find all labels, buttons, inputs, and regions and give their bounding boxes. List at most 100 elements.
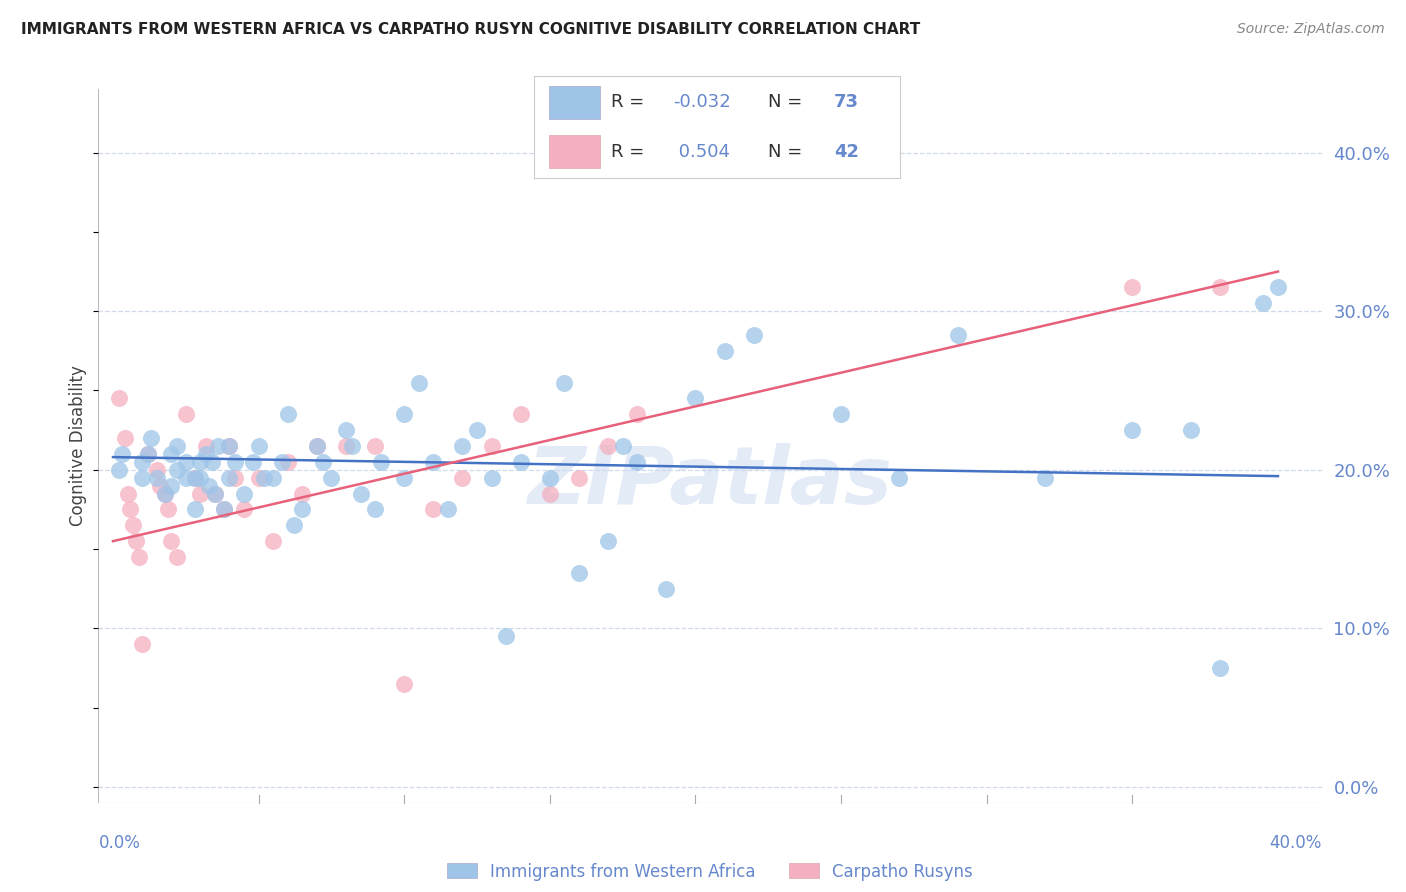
Bar — [548, 136, 600, 168]
Point — [277, 407, 299, 421]
Point — [233, 502, 256, 516]
Point — [183, 471, 205, 485]
Point — [291, 486, 314, 500]
Point — [198, 478, 221, 492]
Point — [946, 328, 969, 343]
Point — [201, 455, 224, 469]
Point — [481, 439, 503, 453]
Point — [218, 439, 240, 453]
Point — [437, 502, 460, 516]
Point — [509, 455, 531, 469]
Point — [305, 439, 328, 453]
Point — [183, 502, 205, 516]
Point — [394, 677, 416, 691]
Point — [422, 502, 444, 516]
Point — [394, 471, 416, 485]
Point — [340, 439, 363, 453]
Point — [195, 439, 218, 453]
Point — [125, 534, 148, 549]
Point — [1180, 423, 1202, 437]
Point — [108, 463, 131, 477]
Point — [160, 478, 183, 492]
Point — [538, 471, 561, 485]
Point — [262, 534, 284, 549]
Point — [1253, 296, 1275, 310]
Point — [160, 447, 183, 461]
Point — [612, 439, 634, 453]
Point — [212, 502, 235, 516]
Point — [218, 471, 240, 485]
Text: Source: ZipAtlas.com: Source: ZipAtlas.com — [1237, 22, 1385, 37]
Point — [451, 439, 474, 453]
Point — [370, 455, 392, 469]
Point — [422, 455, 444, 469]
Point — [481, 471, 503, 485]
Point — [1121, 280, 1143, 294]
Point — [207, 439, 229, 453]
Text: IMMIGRANTS FROM WESTERN AFRICA VS CARPATHO RUSYN COGNITIVE DISABILITY CORRELATIO: IMMIGRANTS FROM WESTERN AFRICA VS CARPAT… — [21, 22, 921, 37]
Point — [174, 455, 197, 469]
Point — [242, 455, 264, 469]
Point — [451, 471, 474, 485]
Point — [157, 502, 180, 516]
Point — [145, 463, 167, 477]
Point — [394, 407, 416, 421]
Point — [166, 549, 188, 564]
Point — [262, 471, 284, 485]
Point — [188, 471, 212, 485]
Point — [120, 502, 142, 516]
Point — [183, 471, 205, 485]
Text: -0.032: -0.032 — [673, 94, 731, 112]
Point — [131, 455, 153, 469]
Y-axis label: Cognitive Disability: Cognitive Disability — [69, 366, 87, 526]
Point — [1121, 423, 1143, 437]
Point — [224, 471, 246, 485]
Point — [1033, 471, 1056, 485]
Point — [568, 471, 591, 485]
Point — [335, 423, 357, 437]
Point — [117, 486, 139, 500]
Point — [291, 502, 314, 516]
Text: 42: 42 — [834, 143, 859, 161]
Text: 0.504: 0.504 — [673, 143, 730, 161]
Point — [233, 486, 256, 500]
Text: 73: 73 — [834, 94, 859, 112]
Text: 0.0%: 0.0% — [98, 834, 141, 852]
Text: R =: R = — [612, 94, 644, 112]
Point — [553, 376, 575, 390]
Point — [166, 463, 188, 477]
Point — [598, 534, 620, 549]
Text: N =: N = — [768, 94, 803, 112]
Point — [188, 455, 212, 469]
Point — [364, 439, 387, 453]
Point — [626, 455, 648, 469]
Point — [149, 478, 172, 492]
Point — [204, 486, 226, 500]
Point — [136, 447, 159, 461]
Bar — [548, 87, 600, 119]
Point — [253, 471, 276, 485]
Point — [830, 407, 852, 421]
Point — [305, 439, 328, 453]
Point — [247, 439, 270, 453]
Point — [131, 471, 153, 485]
Point — [247, 471, 270, 485]
Point — [1267, 280, 1289, 294]
Text: N =: N = — [768, 143, 803, 161]
Point — [160, 534, 183, 549]
Point — [349, 486, 371, 500]
Point — [655, 582, 678, 596]
Point — [270, 455, 294, 469]
Point — [139, 431, 162, 445]
Point — [114, 431, 136, 445]
Point — [283, 518, 305, 533]
Point — [509, 407, 531, 421]
Point — [155, 486, 177, 500]
Point — [224, 455, 246, 469]
Point — [685, 392, 707, 406]
Point — [122, 518, 145, 533]
Point — [155, 486, 177, 500]
Point — [166, 439, 188, 453]
Point — [742, 328, 765, 343]
Point — [568, 566, 591, 580]
